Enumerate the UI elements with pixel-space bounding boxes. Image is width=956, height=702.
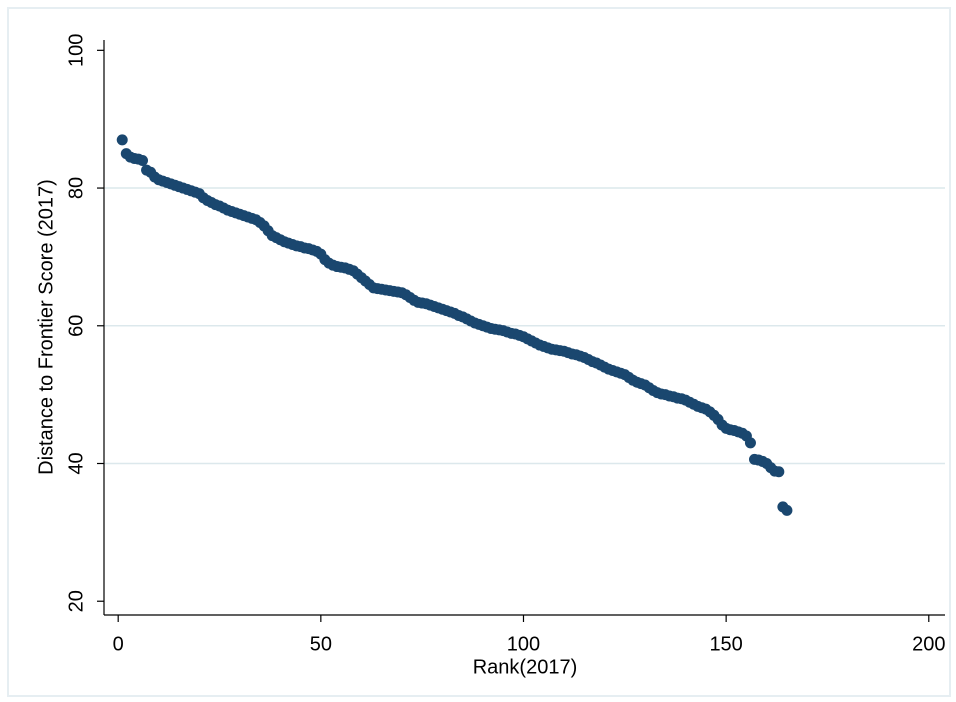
y-tick-label: 40 xyxy=(65,452,87,474)
point xyxy=(781,504,793,516)
x-tick-label: 200 xyxy=(912,633,945,655)
y-axis-title: Distance to Frontier Score (2017) xyxy=(35,179,57,475)
x-tick-label: 0 xyxy=(113,633,124,655)
x-tick-label: 150 xyxy=(709,633,742,655)
x-tick-label: 50 xyxy=(310,633,332,655)
point xyxy=(744,437,756,449)
y-tick-label: 60 xyxy=(65,315,87,337)
point xyxy=(773,466,785,478)
y-tick-label: 80 xyxy=(65,177,87,199)
x-axis-title: Rank(2017) xyxy=(473,656,578,678)
y-tick-label: 20 xyxy=(65,590,87,612)
point xyxy=(116,134,128,146)
chart-frame xyxy=(7,7,951,697)
y-tick-label: 100 xyxy=(65,34,87,67)
x-tick-label: 100 xyxy=(507,633,540,655)
point xyxy=(137,155,149,167)
